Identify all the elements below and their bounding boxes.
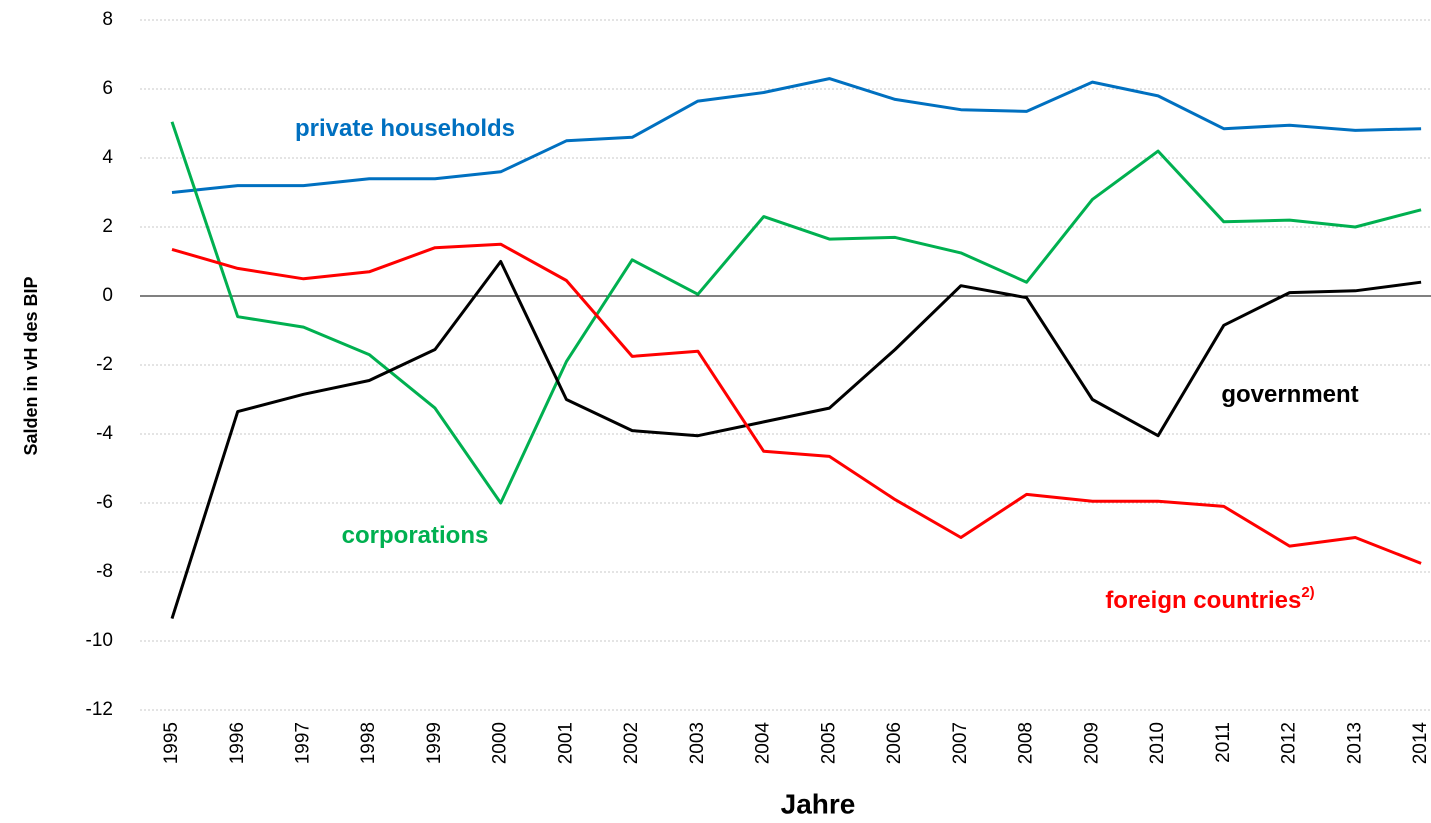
x-tick-label: 2009 (1081, 722, 1102, 764)
x-tick-label: 1995 (161, 722, 182, 764)
series-label: private households (295, 115, 515, 142)
series-name: government (1221, 381, 1358, 408)
y-tick-label: -6 (96, 492, 113, 513)
x-tick-label: 1997 (292, 722, 313, 764)
y-tick-label: 8 (102, 9, 113, 30)
x-tick-label: 2004 (753, 722, 774, 765)
x-tick-label: 1998 (358, 722, 379, 764)
y-tick-label: 2 (102, 216, 113, 237)
footnote-mark: 2) (1301, 584, 1314, 601)
y-tick-label: 4 (102, 147, 113, 168)
x-tick-label: 2005 (818, 722, 839, 764)
y-tick-label: -12 (86, 699, 113, 720)
x-tick-label: 1996 (227, 722, 248, 764)
y-tick-label: -2 (96, 354, 113, 375)
x-tick-label: 2010 (1147, 722, 1168, 764)
y-tick-label: 0 (102, 285, 113, 306)
x-tick-label: 2007 (950, 722, 971, 764)
series-line (171, 242, 1422, 565)
x-tick-label: 1999 (424, 722, 445, 764)
series-line (171, 77, 1422, 194)
y-tick-label: -8 (96, 561, 113, 582)
series-name: private households (295, 115, 515, 142)
series-label: corporations (342, 522, 489, 549)
x-tick-label: 2011 (1213, 722, 1234, 763)
series-label: government (1221, 381, 1358, 408)
x-tick-label: 2006 (884, 722, 905, 764)
y-tick-label: -4 (96, 423, 113, 444)
series-line (170, 260, 1422, 620)
series-label: foreign countries2) (1105, 584, 1314, 614)
y-tick-label: -10 (86, 630, 113, 651)
y-tick-label: 6 (102, 78, 113, 99)
x-tick-label: 2000 (490, 722, 511, 764)
series-line (170, 121, 1422, 505)
x-tick-label: 2002 (621, 722, 642, 764)
series-name: corporations (342, 522, 489, 549)
series-name: foreign countries (1105, 587, 1301, 614)
x-tick-label: 2008 (1016, 722, 1037, 764)
x-tick-label: 2001 (555, 722, 576, 764)
x-tick-label: 2012 (1279, 722, 1300, 764)
x-tick-label: 2013 (1344, 722, 1365, 764)
x-axis-title: Jahre (781, 788, 856, 819)
y-axis-title: Salden in vH des BIP (21, 276, 41, 455)
x-tick-label: 2014 (1410, 722, 1431, 765)
x-tick-label: 2003 (687, 722, 708, 764)
